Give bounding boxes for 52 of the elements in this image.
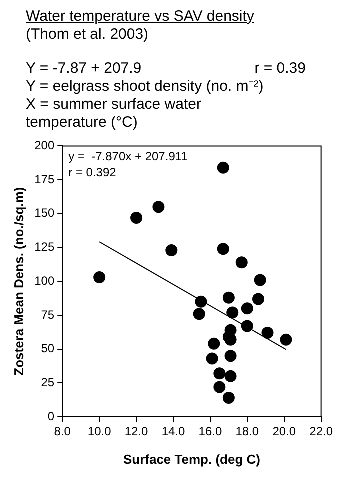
point <box>280 334 292 346</box>
point <box>226 306 239 319</box>
point <box>166 244 178 256</box>
point <box>224 334 237 346</box>
annotation: y = -7.870x + 207.911 <box>68 150 188 164</box>
x-tick-label: 16.0 <box>198 424 222 439</box>
x-tick-label: 14.0 <box>162 424 186 439</box>
y-tick-label: 100 <box>34 274 55 288</box>
point <box>254 274 266 286</box>
point <box>241 320 254 332</box>
point <box>94 272 106 284</box>
y-tick-label: 0 <box>48 409 55 424</box>
y-tick-label: 125 <box>34 240 55 254</box>
y-tick-label: 25 <box>41 375 55 390</box>
point <box>195 296 208 308</box>
x-tick-label: 22.0 <box>310 424 334 439</box>
point <box>262 327 274 340</box>
point <box>214 368 226 380</box>
text: r = 0.39 <box>254 60 306 78</box>
y-tick-label: 200 <box>34 138 55 153</box>
annotation: r = 0.392 <box>68 166 117 180</box>
x-tick-label: 12.0 <box>124 424 149 439</box>
point <box>214 381 226 394</box>
y-tick-label: 50 <box>41 342 55 356</box>
y-tick-label: 175 <box>34 172 55 186</box>
point <box>217 162 230 174</box>
point <box>236 256 248 269</box>
point <box>241 302 254 315</box>
point <box>217 243 230 256</box>
text: Y = -7.87 + 207.9 <box>26 60 142 78</box>
y-tick-label: 75 <box>41 308 55 322</box>
text: X = summer surface water temperature (°C) <box>26 96 202 132</box>
y-axis-title: Zostera Mean Dens. (no./sq.m) <box>11 187 26 376</box>
point <box>206 352 218 365</box>
x-tick-label: 18.0 <box>236 424 260 439</box>
point <box>224 370 237 382</box>
point <box>224 350 237 362</box>
x-tick-label: 8.0 <box>54 424 72 439</box>
point <box>222 392 235 404</box>
point <box>208 338 220 350</box>
y-tick-label: 150 <box>34 206 55 220</box>
x-axis-title: Surface Temp. (deg C) <box>123 452 260 467</box>
point <box>130 212 143 224</box>
point <box>152 201 165 214</box>
x-tick-label: 10.0 <box>88 424 112 439</box>
text: Y = eelgrass shoot density (no. m⁻²) <box>26 78 265 96</box>
point <box>252 293 264 306</box>
x-tick-label: 20.0 <box>272 424 296 439</box>
point <box>193 308 206 320</box>
chart-subtitle: (Thom et al. 2003) <box>26 26 150 44</box>
point <box>222 292 235 304</box>
chart-title: Water temperature vs SAV density <box>26 8 256 26</box>
